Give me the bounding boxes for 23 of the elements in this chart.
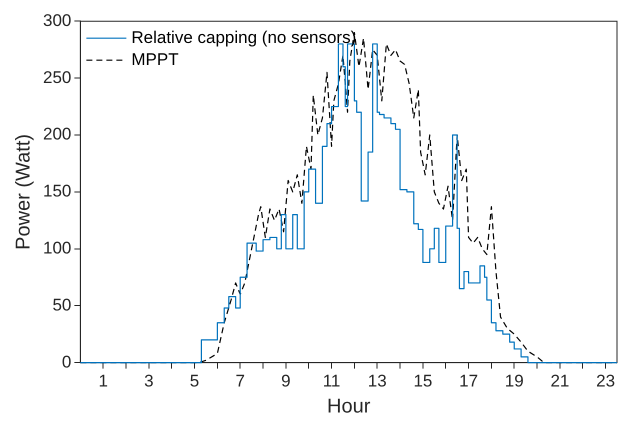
y-tick-label: 300 — [42, 10, 72, 30]
y-tick-label: 100 — [42, 238, 72, 258]
y-tick-label: 50 — [52, 295, 72, 314]
x-tick-label: 15 — [413, 371, 432, 390]
y-tick-label: 200 — [42, 124, 72, 144]
x-tick-label: 23 — [596, 371, 616, 390]
x-tick-label: 11 — [322, 371, 340, 390]
x-tick-label: 17 — [459, 371, 478, 390]
legend-label: Relative capping (no sensors) — [131, 28, 356, 47]
y-tick-label: 0 — [62, 352, 72, 372]
x-tick-label: 7 — [235, 371, 245, 390]
x-tick-label: 21 — [550, 371, 570, 390]
x-axis-title: Hour — [327, 396, 371, 418]
x-tick-label: 3 — [144, 371, 154, 390]
y-tick-label: 150 — [42, 182, 72, 201]
y-axis-title: Power (Watt) — [12, 134, 35, 250]
x-tick-label: 9 — [281, 371, 291, 390]
legend-label: MPPT — [131, 50, 179, 69]
y-tick-label: 250 — [42, 68, 72, 87]
x-tick-label: 19 — [504, 371, 524, 390]
x-tick-label: 5 — [190, 371, 200, 390]
x-tick-label: 1 — [98, 371, 108, 390]
x-tick-label: 13 — [368, 371, 387, 390]
